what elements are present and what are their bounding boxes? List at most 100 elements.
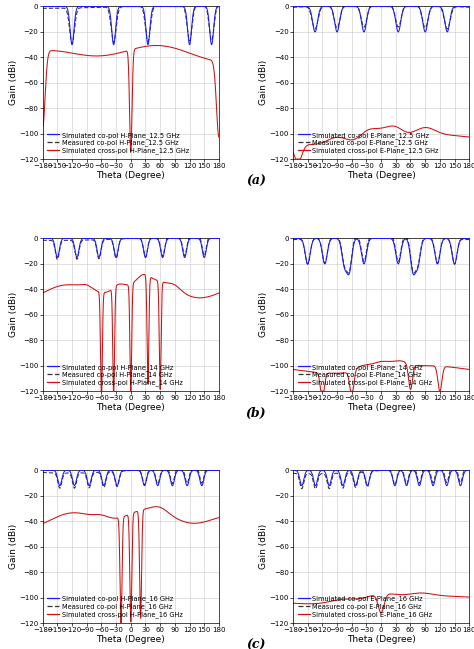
Y-axis label: Gain (dBi): Gain (dBi)	[9, 524, 18, 569]
Simulated cross-pol E-Plane_16 GHz	[466, 593, 472, 601]
Simulated co-pol E-Plane_12.5 GHz	[312, 28, 318, 36]
Line: Measured co-pol E-Plane_14 GHz: Measured co-pol E-Plane_14 GHz	[293, 238, 469, 273]
Simulated co-pol H-Plane_16 GHz	[61, 469, 66, 476]
Simulated cross-pol H-Plane_16 GHz	[154, 503, 159, 511]
Measured co-pol H-Plane_12.5 GHz	[95, 3, 100, 11]
Simulated co-pol H-Plane_16 GHz	[40, 467, 46, 474]
X-axis label: Theta (Degree): Theta (Degree)	[96, 171, 165, 180]
Measured co-pol E-Plane_12.5 GHz	[311, 24, 317, 32]
Measured co-pol E-Plane_14 GHz	[412, 268, 418, 276]
Measured co-pol H-Plane_16 GHz	[61, 471, 66, 479]
Simulated cross-pol E-Plane_12.5 GHz	[345, 136, 351, 143]
Measured co-pol H-Plane_16 GHz	[216, 467, 222, 474]
Measured co-pol H-Plane_16 GHz	[51, 469, 56, 477]
Measured co-pol H-Plane_12.5 GHz	[51, 5, 56, 12]
Simulated co-pol E-Plane_14 GHz	[301, 243, 307, 251]
Line: Measured co-pol E-Plane_12.5 GHz: Measured co-pol E-Plane_12.5 GHz	[293, 6, 469, 29]
Line: Simulated cross-pol E-Plane_12.5 GHz: Simulated cross-pol E-Plane_12.5 GHz	[293, 126, 469, 159]
Measured co-pol E-Plane_12.5 GHz	[345, 3, 351, 10]
Simulated co-pol H-Plane_16 GHz	[51, 467, 56, 474]
Simulated cross-pol H-Plane_16 GHz	[176, 516, 182, 524]
Simulated cross-pol H-Plane_12.5 GHz	[40, 123, 46, 131]
Simulated co-pol H-Plane_12.5 GHz	[51, 3, 56, 10]
Measured co-pol H-Plane_12.5 GHz	[40, 5, 46, 12]
Simulated cross-pol E-Plane_12.5 GHz	[390, 122, 395, 130]
Simulated cross-pol H-Plane_12.5 GHz	[216, 133, 222, 141]
Simulated cross-pol H-Plane_12.5 GHz	[95, 52, 100, 60]
Line: Simulated co-pol H-Plane_12.5 GHz: Simulated co-pol H-Plane_12.5 GHz	[43, 6, 219, 45]
Measured co-pol E-Plane_16 GHz	[311, 482, 317, 489]
Simulated cross-pol H-Plane_14 GHz	[176, 284, 182, 292]
Y-axis label: Gain (dBi): Gain (dBi)	[9, 60, 18, 105]
Line: Measured co-pol H-Plane_14 GHz: Measured co-pol H-Plane_14 GHz	[43, 238, 219, 260]
Text: (b): (b)	[246, 408, 266, 421]
Measured co-pol E-Plane_12.5 GHz	[466, 3, 472, 11]
Simulated co-pol E-Plane_16 GHz	[301, 474, 307, 482]
Measured co-pol H-Plane_12.5 GHz	[176, 3, 182, 10]
Measured co-pol E-Plane_14 GHz	[346, 269, 351, 277]
Measured co-pol H-Plane_14 GHz	[176, 234, 182, 242]
Simulated co-pol H-Plane_12.5 GHz	[95, 3, 100, 10]
Legend: Simulated co-pol H-Plane_16 GHz, Measured co-pol H-Plane_16 GHz, Simulated cross: Simulated co-pol H-Plane_16 GHz, Measure…	[46, 594, 184, 620]
Simulated co-pol E-Plane_14 GHz	[411, 271, 417, 279]
Measured co-pol H-Plane_14 GHz	[61, 236, 67, 244]
Measured co-pol E-Plane_16 GHz	[466, 467, 472, 474]
Simulated cross-pol H-Plane_16 GHz	[162, 506, 167, 513]
Simulated co-pol E-Plane_16 GHz	[345, 467, 351, 475]
Simulated co-pol H-Plane_12.5 GHz	[176, 3, 182, 10]
Simulated co-pol E-Plane_16 GHz	[311, 478, 317, 485]
Simulated cross-pol E-Plane_14 GHz	[466, 365, 472, 373]
Line: Simulated cross-pol E-Plane_14 GHz: Simulated cross-pol E-Plane_14 GHz	[293, 361, 469, 391]
Simulated co-pol H-Plane_14 GHz	[95, 249, 100, 257]
Simulated cross-pol H-Plane_12.5 GHz	[176, 45, 182, 53]
Measured co-pol E-Plane_12.5 GHz	[412, 3, 418, 10]
Simulated co-pol E-Plane_14 GHz	[412, 270, 418, 278]
Measured co-pol H-Plane_12.5 GHz	[216, 3, 222, 10]
Simulated cross-pol H-Plane_12.5 GHz	[51, 47, 56, 55]
Simulated cross-pol E-Plane_12.5 GHz	[426, 124, 432, 132]
Simulated co-pol H-Plane_12.5 GHz	[216, 3, 222, 10]
Simulated cross-pol E-Plane_16 GHz	[412, 589, 418, 597]
Simulated co-pol H-Plane_12.5 GHz	[40, 3, 46, 10]
Simulated cross-pol H-Plane_14 GHz	[162, 278, 167, 286]
Simulated cross-pol E-Plane_14 GHz	[318, 387, 324, 395]
Simulated cross-pol E-Plane_12.5 GHz	[412, 127, 418, 135]
Simulated cross-pol E-Plane_16 GHz	[426, 590, 432, 598]
Simulated cross-pol H-Plane_16 GHz	[40, 520, 46, 528]
Simulated cross-pol E-Plane_14 GHz	[311, 368, 317, 376]
Simulated co-pol H-Plane_12.5 GHz	[61, 3, 67, 10]
Simulated cross-pol E-Plane_16 GHz	[301, 600, 307, 607]
X-axis label: Theta (Degree): Theta (Degree)	[347, 402, 416, 411]
Simulated co-pol E-Plane_16 GHz	[311, 479, 317, 487]
Measured co-pol H-Plane_16 GHz	[176, 467, 182, 474]
Simulated co-pol E-Plane_14 GHz	[426, 235, 432, 243]
Simulated co-pol H-Plane_14 GHz	[61, 235, 67, 243]
Measured co-pol E-Plane_16 GHz	[378, 467, 384, 474]
Measured co-pol E-Plane_14 GHz	[313, 234, 319, 242]
Measured co-pol E-Plane_16 GHz	[311, 481, 317, 489]
Line: Simulated co-pol E-Plane_12.5 GHz: Simulated co-pol E-Plane_12.5 GHz	[293, 6, 469, 32]
X-axis label: Theta (Degree): Theta (Degree)	[347, 635, 416, 644]
Line: Simulated cross-pol E-Plane_16 GHz: Simulated cross-pol E-Plane_16 GHz	[293, 593, 469, 613]
Simulated co-pol E-Plane_14 GHz	[378, 234, 384, 242]
Simulated co-pol E-Plane_14 GHz	[345, 271, 351, 278]
Simulated co-pol E-Plane_14 GHz	[311, 236, 317, 243]
Line: Simulated co-pol H-Plane_14 GHz: Simulated co-pol H-Plane_14 GHz	[43, 238, 219, 258]
Simulated cross-pol E-Plane_16 GHz	[311, 600, 317, 607]
Simulated cross-pol E-Plane_14 GHz	[311, 368, 317, 376]
X-axis label: Theta (Degree): Theta (Degree)	[96, 635, 165, 644]
Simulated co-pol H-Plane_12.5 GHz	[69, 41, 75, 49]
Measured co-pol H-Plane_16 GHz	[61, 471, 67, 478]
Simulated co-pol E-Plane_12.5 GHz	[412, 3, 418, 10]
Simulated cross-pol H-Plane_16 GHz	[95, 511, 100, 519]
Measured co-pol H-Plane_12.5 GHz	[61, 5, 67, 12]
Line: Simulated cross-pol H-Plane_16 GHz: Simulated cross-pol H-Plane_16 GHz	[43, 507, 219, 623]
Measured co-pol E-Plane_12.5 GHz	[426, 10, 432, 18]
Simulated cross-pol E-Plane_16 GHz	[378, 609, 384, 617]
Simulated co-pol E-Plane_16 GHz	[290, 467, 296, 474]
Simulated co-pol H-Plane_16 GHz	[162, 467, 167, 474]
Simulated cross-pol H-Plane_14 GHz	[61, 281, 66, 289]
Simulated co-pol H-Plane_14 GHz	[216, 234, 222, 242]
Text: (a): (a)	[246, 175, 266, 188]
Measured co-pol H-Plane_16 GHz	[162, 467, 167, 474]
